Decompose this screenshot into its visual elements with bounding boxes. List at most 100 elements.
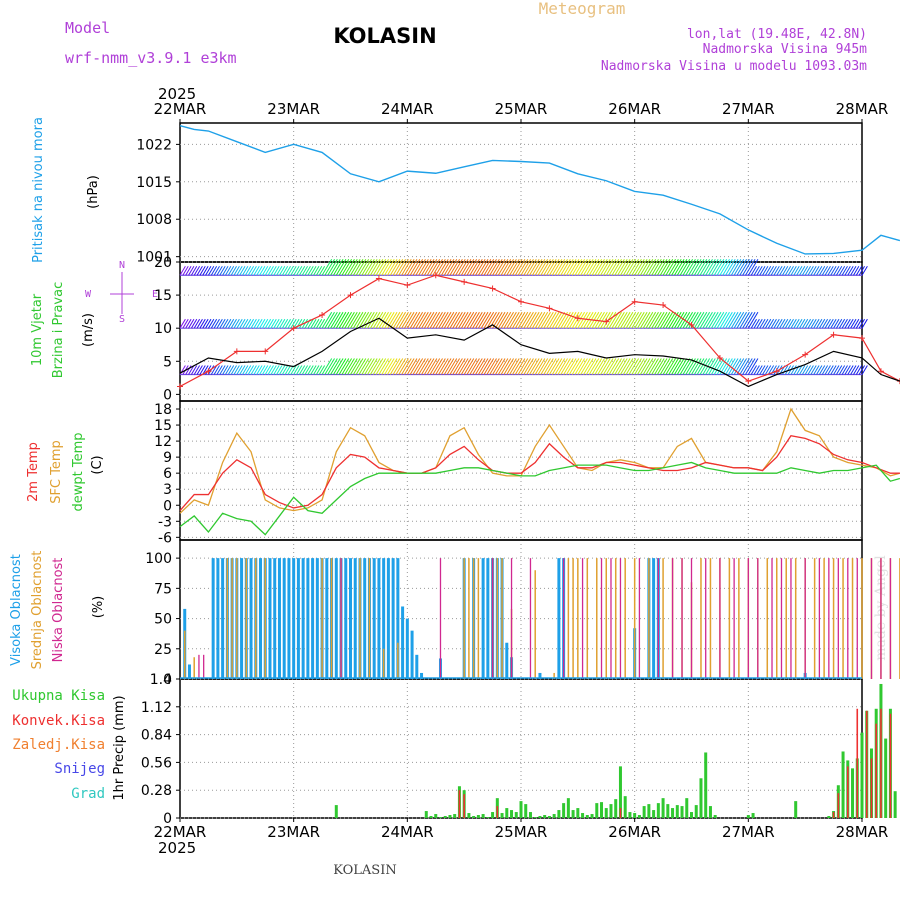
wind-barb [847, 365, 854, 375]
wind-barb [179, 318, 186, 329]
wind-barb [506, 258, 517, 276]
wind-barb [185, 265, 192, 276]
wind-barb [398, 258, 409, 276]
model-name: wrf-nmm_v3.9.1 e3km [65, 49, 237, 67]
wind-barb [762, 318, 769, 329]
wind-barb [503, 358, 514, 375]
wind-barb [566, 258, 577, 276]
y-tick-label: 9 [163, 450, 172, 466]
wind-barb [264, 265, 272, 276]
wind-barb [844, 365, 851, 375]
wind-barb [472, 311, 483, 329]
wind-barb [750, 365, 758, 375]
wind-gust-marker [233, 348, 240, 355]
cloud-bar [255, 558, 257, 679]
wind-barb [438, 258, 449, 276]
cloud-bar [780, 558, 783, 679]
wind-barb [850, 265, 857, 276]
wind-barb [830, 365, 837, 375]
cloud-bar [610, 558, 612, 679]
wind-barb [199, 365, 206, 375]
wind-barb [622, 358, 634, 375]
wind-barb [651, 358, 662, 375]
wind-gust-marker [319, 311, 326, 318]
y-tick-label: 50 [154, 612, 172, 628]
wind-barb [341, 358, 353, 375]
wind-barb [301, 365, 309, 375]
wind-barb [281, 365, 289, 375]
wind-barb [770, 265, 777, 276]
wind-barb [486, 258, 497, 276]
wind-barb [534, 358, 546, 375]
wind-barb [296, 365, 303, 375]
cloud-bar [306, 558, 310, 679]
wind-barb [739, 258, 750, 276]
wind-barb [369, 358, 381, 375]
y-tick-label: 15 [154, 418, 172, 434]
precip-bar [619, 808, 622, 818]
precip-bar [637, 815, 641, 818]
wind-barb [406, 358, 418, 375]
wind-barb [824, 265, 831, 276]
legend-total-precip: Ukupna Kisa [12, 688, 105, 704]
wind-barb [531, 358, 543, 375]
wind-barb [477, 258, 489, 276]
wind-barb [213, 365, 220, 375]
wind-barb [287, 318, 294, 329]
wind-barb [284, 318, 291, 329]
wind-barb [762, 265, 769, 276]
y-tick-label: 1008 [136, 212, 172, 228]
cloud-bar [880, 558, 882, 679]
wind-barb [594, 311, 605, 329]
wind-barb [810, 265, 817, 276]
wind-barb [710, 258, 722, 276]
wind-barb [583, 311, 594, 329]
wind-barb [784, 265, 792, 276]
wind-barb [821, 265, 829, 276]
wind-barb [409, 258, 421, 276]
cloud-bar [600, 558, 603, 679]
wind-barb [745, 258, 756, 276]
precip-bar [704, 752, 708, 818]
wind-barb [441, 258, 452, 276]
cloud-bar [572, 558, 574, 679]
precip-bar [595, 803, 599, 818]
wind-barb [688, 258, 699, 276]
cloud-bar [463, 558, 465, 679]
wind-barb [500, 358, 512, 375]
cloud-bar [567, 558, 570, 679]
wind-barb [824, 365, 831, 375]
wind-barb [469, 311, 480, 329]
wind-barb [384, 358, 395, 375]
wind-barb [773, 318, 780, 329]
wind-barb [651, 311, 662, 329]
wind-barb [392, 358, 404, 375]
cloud-bar [226, 558, 229, 679]
x-tick-bottom: 23MAR [267, 823, 320, 841]
wind-barb [492, 258, 503, 276]
wind-barb [668, 358, 679, 375]
cloud-bar [662, 558, 664, 679]
cloud-bar [401, 606, 405, 679]
wind-barb [597, 358, 608, 375]
wind-barb [486, 311, 497, 329]
wind-barb [753, 365, 760, 375]
cloud-bar [562, 558, 565, 679]
wind-barb [645, 358, 657, 375]
wind-barb [381, 358, 392, 375]
wind-gust-marker [518, 298, 524, 305]
cloud-bar [344, 558, 348, 679]
precip-bar [628, 812, 632, 818]
wind-barb [443, 311, 455, 329]
precip-bar [443, 816, 447, 818]
wind-barb [730, 358, 742, 375]
temp-2m-line [179, 435, 900, 512]
wind-barb [602, 358, 614, 375]
precip-bar [893, 791, 897, 818]
wind-barb [244, 318, 252, 329]
wind-barb [367, 358, 378, 375]
wind-barb [608, 358, 620, 375]
wind-barb [225, 365, 232, 375]
x-tick-top: 27MAR [722, 100, 775, 118]
wind-barb [648, 258, 659, 276]
